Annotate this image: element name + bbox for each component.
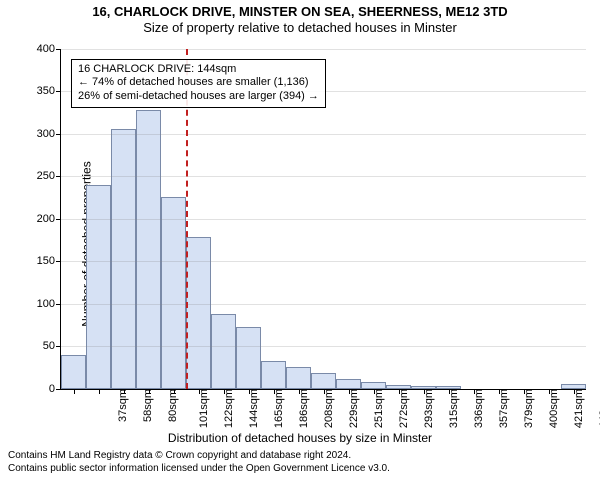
- x-tick-label: 293sqm: [417, 389, 435, 428]
- x-tick-mark: [424, 389, 425, 394]
- plot-area: 05010015020025030035040037sqm58sqm80sqm1…: [60, 49, 586, 390]
- footer-copyright-2: Contains public sector information licen…: [8, 462, 592, 475]
- histogram-bar: [161, 197, 186, 388]
- x-tick-mark: [374, 389, 375, 394]
- y-tick-label: 350: [37, 85, 61, 97]
- footer-copyright-1: Contains HM Land Registry data © Crown c…: [8, 449, 592, 462]
- x-tick-label: 80sqm: [161, 389, 179, 422]
- x-tick-mark: [274, 389, 275, 394]
- x-tick-label: 379sqm: [517, 389, 535, 428]
- x-tick-mark: [124, 389, 125, 394]
- x-tick-label: 37sqm: [111, 389, 129, 422]
- x-tick-label: 357sqm: [492, 389, 510, 428]
- x-tick-label: 272sqm: [392, 389, 410, 428]
- x-tick-mark: [199, 389, 200, 394]
- x-tick-mark: [324, 389, 325, 394]
- grid-line: [61, 134, 586, 135]
- x-tick-mark: [249, 389, 250, 394]
- page-title-address: 16, CHARLOCK DRIVE, MINSTER ON SEA, SHEE…: [0, 0, 600, 20]
- histogram-bar: [86, 185, 111, 389]
- x-tick-label: 443sqm: [592, 389, 600, 428]
- y-tick-label: 400: [37, 43, 61, 55]
- x-tick-label: 58sqm: [136, 389, 154, 422]
- histogram-bar: [311, 373, 336, 388]
- histogram-bar: [61, 355, 86, 389]
- grid-line: [61, 261, 586, 262]
- x-tick-mark: [499, 389, 500, 394]
- grid-line: [61, 176, 586, 177]
- histogram-bar: [261, 361, 286, 388]
- histogram-bar: [286, 367, 311, 388]
- x-tick-label: 122sqm: [217, 389, 235, 428]
- x-tick-mark: [574, 389, 575, 394]
- grid-line: [61, 346, 586, 347]
- y-tick-label: 150: [37, 255, 61, 267]
- x-tick-label: 400sqm: [542, 389, 560, 428]
- annotation-line: 26% of semi-detached houses are larger (…: [78, 90, 319, 104]
- x-tick-mark: [549, 389, 550, 394]
- annotation-line: ← 74% of detached houses are smaller (1,…: [78, 76, 319, 90]
- x-tick-label: 315sqm: [442, 389, 460, 428]
- y-tick-label: 100: [37, 298, 61, 310]
- annotation-line: 16 CHARLOCK DRIVE: 144sqm: [78, 63, 319, 77]
- x-tick-label: 186sqm: [292, 389, 310, 428]
- x-tick-label: 208sqm: [317, 389, 335, 428]
- x-tick-mark: [74, 389, 75, 394]
- chart-container: Number of detached properties 0501001502…: [0, 39, 600, 449]
- histogram-bar: [361, 382, 386, 389]
- x-tick-mark: [174, 389, 175, 394]
- x-tick-label: 421sqm: [567, 389, 585, 428]
- y-tick-label: 300: [37, 128, 61, 140]
- annotation-box: 16 CHARLOCK DRIVE: 144sqm← 74% of detach…: [71, 59, 326, 108]
- x-tick-label: 101sqm: [192, 389, 210, 428]
- grid-line: [61, 304, 586, 305]
- x-tick-mark: [99, 389, 100, 394]
- x-tick-mark: [474, 389, 475, 394]
- x-tick-label: 229sqm: [342, 389, 360, 428]
- histogram-bar: [111, 129, 136, 388]
- histogram-bar: [186, 237, 211, 388]
- x-tick-label: 144sqm: [242, 389, 260, 428]
- x-tick-label: 165sqm: [267, 389, 285, 428]
- page-subtitle: Size of property relative to detached ho…: [0, 20, 600, 38]
- y-tick-label: 250: [37, 170, 61, 182]
- x-tick-label: 336sqm: [467, 389, 485, 428]
- histogram-bar: [336, 379, 361, 388]
- x-tick-mark: [299, 389, 300, 394]
- x-tick-label: 251sqm: [367, 389, 385, 428]
- x-tick-mark: [399, 389, 400, 394]
- y-tick-label: 50: [43, 340, 61, 352]
- histogram-bar: [211, 314, 236, 389]
- x-tick-mark: [449, 389, 450, 394]
- x-tick-mark: [349, 389, 350, 394]
- y-tick-label: 200: [37, 213, 61, 225]
- grid-line: [61, 219, 586, 220]
- x-tick-mark: [524, 389, 525, 394]
- x-tick-mark: [224, 389, 225, 394]
- histogram-bar: [236, 327, 261, 388]
- x-tick-mark: [149, 389, 150, 394]
- y-tick-label: 0: [49, 383, 61, 395]
- x-axis-label: Distribution of detached houses by size …: [0, 431, 600, 445]
- grid-line: [61, 49, 586, 50]
